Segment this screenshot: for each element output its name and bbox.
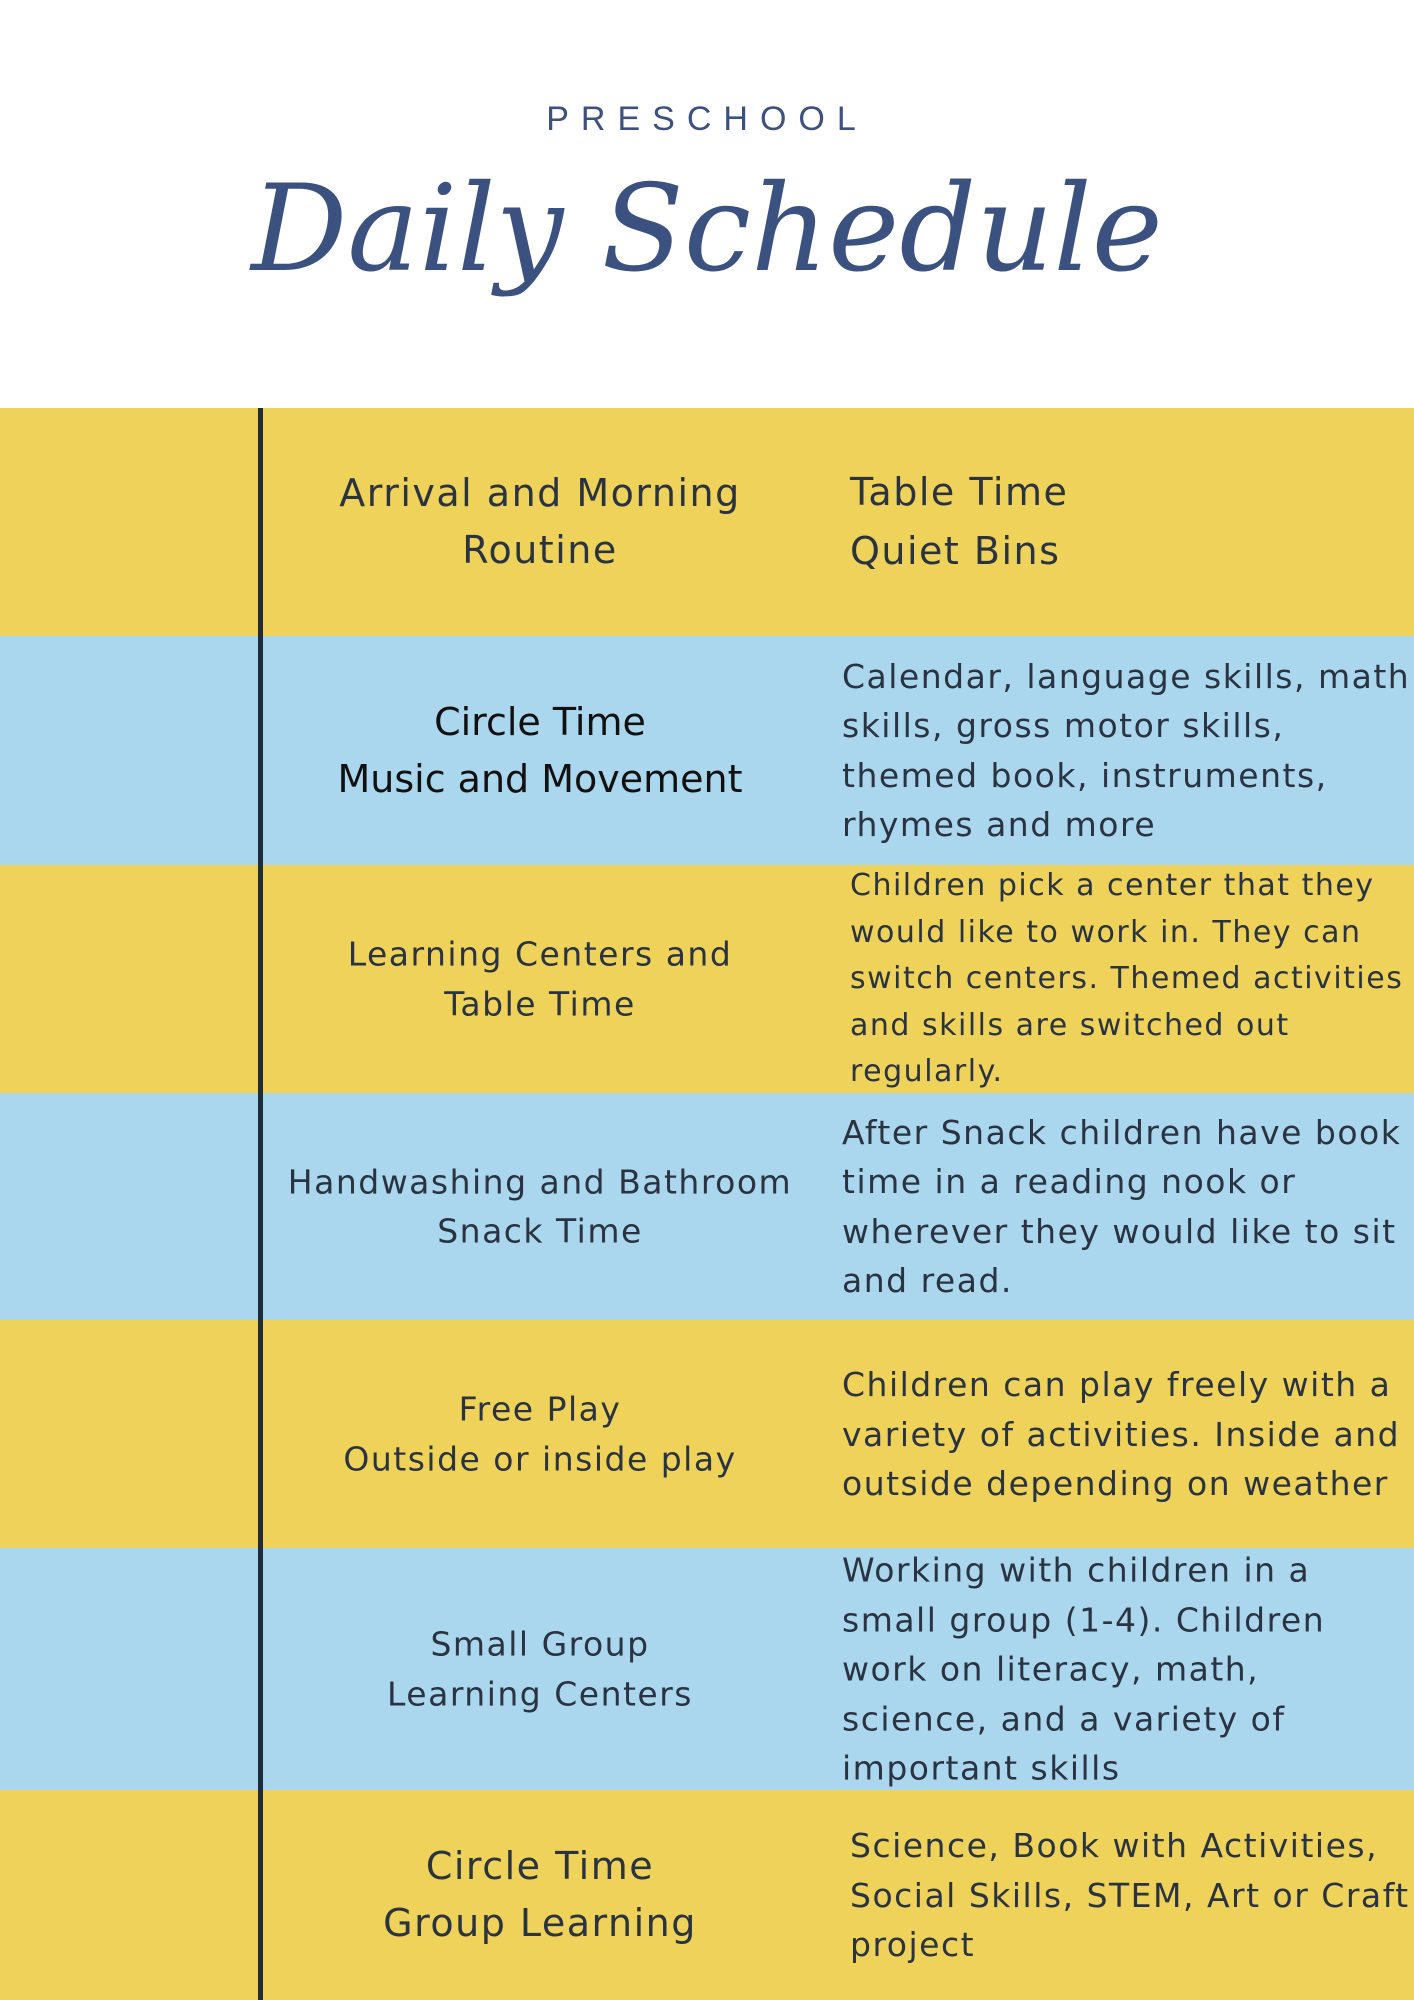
description-line: Table Time: [850, 470, 1069, 515]
page-title: Daily Schedule: [251, 160, 1163, 299]
column-divider: [258, 408, 263, 2000]
schedule-row: Free Play Outside or inside play Children …: [0, 1320, 1414, 1548]
activity-cell: Arrival and Morning Routine: [265, 465, 815, 579]
activity-line: Snack Time: [437, 1211, 643, 1251]
activity-cell: Small Group Learning Centers: [265, 1620, 815, 1719]
activity-line: Free Play: [458, 1389, 622, 1429]
description-line: Quiet Bins: [850, 529, 1061, 573]
description-cell: Science, Book with Activities, Social Sk…: [850, 1821, 1414, 1970]
schedule-row: Small Group Learning Centers Working with …: [0, 1548, 1414, 1790]
description-line: Working with children in a small group (…: [842, 1550, 1326, 1788]
description-line: After Snack children have book time in a…: [842, 1112, 1402, 1301]
kicker-text: PRESCHOOL: [546, 100, 868, 138]
activity-line: Learning Centers and: [347, 934, 733, 974]
activity-cell: Free Play Outside or inside play: [265, 1385, 815, 1484]
description-cell: Calendar, language skills, math skills, …: [842, 652, 1412, 850]
activity-line: Small Group: [430, 1624, 650, 1664]
schedule-row: Learning Centers and Table Time Children p…: [0, 865, 1414, 1093]
activity-line: Handwashing and Bathroom: [287, 1162, 793, 1201]
activity-line: Circle Time: [425, 1844, 655, 1888]
schedule-row: Circle Time Group Learning Science, Book w…: [0, 1790, 1414, 2000]
activity-cell: Handwashing and Bathroom Snack Time: [265, 1157, 815, 1256]
description-line: Children can play freely with a variety …: [842, 1364, 1401, 1503]
activity-line: Table Time: [444, 984, 636, 1023]
activity-line: Circle Time: [434, 699, 646, 744]
activity-cell: Circle Time Music and Movement: [265, 694, 815, 808]
description-line: Children pick a center that they would l…: [850, 867, 1404, 1089]
activity-line: Group Learning: [383, 1901, 697, 1945]
description-line: Calendar, language skills, math skills, …: [842, 656, 1411, 845]
description-cell: After Snack children have book time in a…: [842, 1108, 1412, 1306]
schedule-row: Arrival and Morning Routine Table Time Quie…: [0, 408, 1414, 636]
activity-cell: Circle Time Group Learning: [265, 1838, 815, 1952]
description-cell: Working with children in a small group (…: [842, 1545, 1412, 1793]
activity-line: Routine: [462, 528, 618, 572]
description-cell: Children can play freely with a variety …: [842, 1360, 1412, 1509]
description-cell: Table Time Quiet Bins: [850, 463, 1414, 581]
description-cell: Children pick a center that they would l…: [850, 863, 1414, 1096]
activity-line: Music and Movement: [337, 756, 743, 801]
activity-line: Arrival and Morning: [339, 471, 741, 515]
activity-cell: Learning Centers and Table Time: [265, 930, 815, 1029]
schedule-row: Handwashing and Bathroom Snack Time After …: [0, 1093, 1414, 1320]
schedule-row: Circle Time Music and Movement Calendar, l…: [0, 636, 1414, 865]
activity-line: Learning Centers: [386, 1674, 693, 1713]
activity-line: Outside or inside play: [343, 1439, 737, 1478]
description-line: Science, Book with Activities, Social Sk…: [850, 1825, 1410, 1964]
